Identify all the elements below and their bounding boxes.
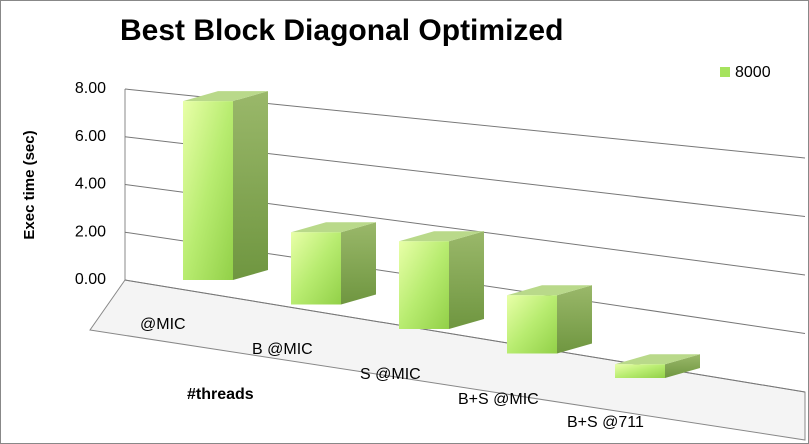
chart-title: Best Block Diagonal Optimized <box>120 14 563 47</box>
bar-top <box>615 354 700 365</box>
legend-label: 8000 <box>735 64 771 81</box>
legend-swatch <box>720 67 730 77</box>
bar-front <box>615 364 665 378</box>
y-tick-label: 6.00 <box>75 128 106 145</box>
bar-front <box>507 295 557 354</box>
y-tick-label: 4.00 <box>75 176 106 193</box>
bar <box>507 285 592 354</box>
y-tick-label: 0.00 <box>75 271 106 288</box>
bar-side <box>557 285 592 354</box>
x-tick-label: S @MIC <box>360 366 421 383</box>
bar-side <box>665 354 700 378</box>
bar-top <box>291 222 376 233</box>
x-tick-label: B @MIC <box>252 341 313 358</box>
bar-top <box>507 285 592 296</box>
x-tick-label: B+S @711 <box>567 414 644 431</box>
y-tick-label: 2.00 <box>75 223 106 240</box>
bar <box>291 222 376 305</box>
x-tick-label: @MIC <box>140 316 186 333</box>
y-tick-label: 8.00 <box>75 80 106 97</box>
x-axis-label: #threads <box>187 386 254 403</box>
bar-front <box>183 101 233 281</box>
bar-top <box>399 231 484 242</box>
y-axis-label: Exec time (sec) <box>21 130 38 239</box>
bar-side <box>233 91 268 281</box>
bar-front <box>399 241 449 329</box>
x-tick-label: B+S @MIC <box>458 391 539 408</box>
bar-side <box>449 231 484 329</box>
grid-line <box>124 279 806 393</box>
bar <box>615 354 700 378</box>
bar <box>183 91 268 281</box>
bar-side <box>341 222 376 305</box>
bar <box>399 231 484 329</box>
bar-front <box>291 232 341 305</box>
bar-top <box>183 91 268 102</box>
